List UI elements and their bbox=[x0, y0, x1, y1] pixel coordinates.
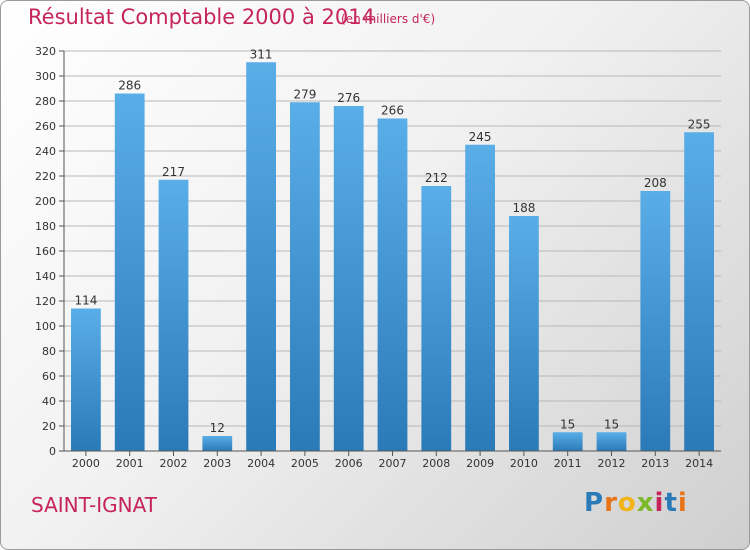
y-tick-label: 160 bbox=[35, 245, 56, 258]
y-tick-label: 220 bbox=[35, 170, 56, 183]
bar bbox=[377, 118, 408, 451]
bar bbox=[158, 179, 189, 451]
bar-value-label: 255 bbox=[688, 117, 711, 131]
y-tick-label: 0 bbox=[49, 445, 56, 458]
bar bbox=[465, 144, 495, 451]
x-tick-label: 2005 bbox=[291, 457, 319, 470]
logo-letter: i bbox=[677, 488, 688, 518]
bar bbox=[509, 216, 539, 451]
bar-value-label: 212 bbox=[425, 171, 448, 185]
logo-letter: r bbox=[604, 488, 618, 518]
logo-letter: P bbox=[584, 488, 605, 518]
bar-value-label: 15 bbox=[604, 417, 619, 431]
y-tick-label: 300 bbox=[35, 70, 56, 83]
x-tick-label: 2009 bbox=[466, 457, 494, 470]
bar bbox=[552, 432, 583, 451]
bar-value-label: 114 bbox=[74, 294, 97, 308]
x-tick-label: 2007 bbox=[379, 457, 407, 470]
logo-letter: o bbox=[617, 488, 637, 518]
bar bbox=[421, 186, 452, 451]
x-tick-label: 2000 bbox=[72, 457, 100, 470]
chart-subtitle: (en milliers d'€) bbox=[341, 12, 436, 26]
bar-value-label: 188 bbox=[512, 201, 535, 215]
bar-value-label: 217 bbox=[162, 165, 185, 179]
bar bbox=[684, 132, 714, 451]
bar-value-label: 266 bbox=[381, 104, 404, 118]
bar-value-label: 208 bbox=[644, 176, 667, 190]
bar-value-label: 276 bbox=[337, 91, 360, 105]
bar bbox=[71, 308, 101, 451]
y-tick-label: 60 bbox=[42, 370, 56, 383]
y-tick-label: 20 bbox=[42, 420, 56, 433]
bar-value-label: 279 bbox=[293, 87, 316, 101]
logo-letter: i bbox=[654, 488, 665, 518]
logo-letter: x bbox=[636, 488, 655, 518]
x-tick-label: 2003 bbox=[203, 457, 231, 470]
y-tick-label: 200 bbox=[35, 195, 56, 208]
bar-value-label: 286 bbox=[118, 79, 141, 93]
y-tick-label: 140 bbox=[35, 270, 56, 283]
logo-letter: t bbox=[664, 488, 678, 518]
y-tick-label: 240 bbox=[35, 145, 56, 158]
x-tick-label: 2001 bbox=[116, 457, 144, 470]
bar-value-label: 12 bbox=[210, 421, 225, 435]
x-axis: 2000 2001 2002 2003 2004 2005 2006 2007 2008 2009… bbox=[64, 450, 721, 470]
y-tick-label: 40 bbox=[42, 395, 56, 408]
x-tick-label: 2014 bbox=[685, 457, 713, 470]
x-tick-label: 2002 bbox=[160, 457, 188, 470]
y-tick-label: 100 bbox=[35, 320, 56, 333]
chart-title: Résultat Comptable 2000 à 2014 bbox=[28, 5, 375, 29]
bar-value-label: 245 bbox=[469, 130, 492, 144]
x-tick-label: 2010 bbox=[510, 457, 538, 470]
bar bbox=[290, 102, 320, 451]
y-tick-label: 120 bbox=[35, 295, 56, 308]
bar bbox=[246, 62, 276, 451]
place-name: SAINT-IGNAT bbox=[31, 493, 157, 517]
bar-value-label: 15 bbox=[560, 417, 575, 431]
bar bbox=[596, 432, 627, 451]
y-tick-label: 260 bbox=[35, 120, 56, 133]
x-tick-label: 2011 bbox=[554, 457, 582, 470]
y-tick-label: 180 bbox=[35, 220, 56, 233]
x-tick-label: 2012 bbox=[598, 457, 626, 470]
bars: 114 286 217 12 311 279 276 266 212 245 188 15 15 208 2… bbox=[71, 47, 714, 451]
y-tick-label: 80 bbox=[42, 345, 56, 358]
bar bbox=[202, 436, 233, 451]
x-tick-label: 2006 bbox=[335, 457, 363, 470]
x-tick-label: 2008 bbox=[422, 457, 450, 470]
bar bbox=[333, 106, 364, 451]
proxiti-logo: Proxiti bbox=[584, 488, 688, 518]
y-tick-label: 320 bbox=[35, 45, 56, 58]
y-tick-label: 280 bbox=[35, 95, 56, 108]
bar bbox=[114, 93, 145, 451]
x-tick-label: 2013 bbox=[641, 457, 669, 470]
x-tick-label: 2004 bbox=[247, 457, 275, 470]
bar-value-label: 311 bbox=[250, 47, 273, 61]
y-axis: 0 20 40 60 80 100 120 140 160 180 200 220 240 260 280 3… bbox=[35, 45, 65, 458]
bar bbox=[640, 191, 671, 451]
